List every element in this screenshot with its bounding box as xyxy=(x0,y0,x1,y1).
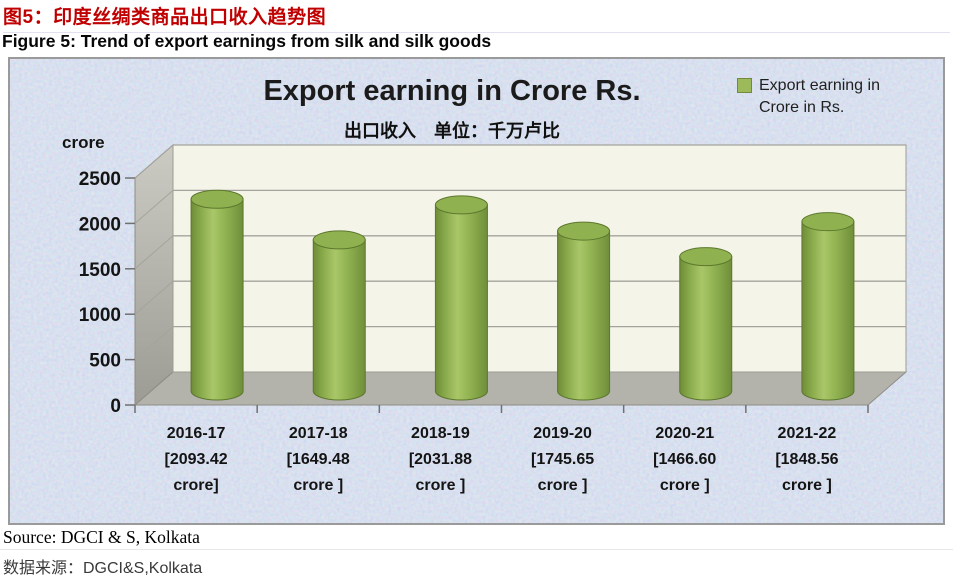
x-tick-label: [1649.48 xyxy=(287,451,350,468)
chart-title: Export earning in Crore Rs. xyxy=(263,75,641,107)
chart-area: 0 500 1000 1500 2000 2500 2016-17 [2093.42 crore… xyxy=(8,57,945,525)
bar-cylinder-top-2016-17 xyxy=(190,189,244,209)
gridline-wall xyxy=(134,235,174,270)
bar-cylinder-2018-19 xyxy=(434,204,488,401)
x-tick-label: crore ] xyxy=(293,477,343,494)
left-wall xyxy=(134,143,174,407)
figure-heading-zh: 图5：印度丝绸类商品出口收入趋势图 xyxy=(3,2,950,33)
x-tick-label: [1466.60 xyxy=(653,451,716,468)
chart-subtitle: 出口收入 单位：千万卢比 xyxy=(344,121,560,141)
y-tick-label: 2000 xyxy=(79,214,121,235)
bar-cylinder-2020-21 xyxy=(679,256,733,401)
legend: Export earning in Crore in Rs. xyxy=(737,75,902,120)
x-tick-label: 2018-19 xyxy=(411,425,470,442)
bar-cylinder-top-2017-18 xyxy=(312,230,366,250)
source-line-zh: 数据来源：DGCI&S,Kolkata xyxy=(0,549,953,578)
x-tick-label: [1745.65 xyxy=(531,451,594,468)
bar-cylinder-top-2018-19 xyxy=(434,195,488,215)
x-tick-label: crore ] xyxy=(538,477,588,494)
y-tick-label: 1000 xyxy=(79,305,121,326)
y-tick-label: 2500 xyxy=(79,169,121,190)
back-wall xyxy=(172,144,907,373)
bar-cylinder-top-2021-22 xyxy=(801,212,855,232)
y-tick-label: 500 xyxy=(89,351,121,372)
bar-cylinder-2017-18 xyxy=(312,239,366,401)
plot-3d: 0 500 1000 1500 2000 2500 2016-17 [2093.42 crore… xyxy=(79,143,908,494)
x-tick-label: [1848.56 xyxy=(775,451,838,468)
gridline-wall xyxy=(134,190,174,224)
y-tick-label: 0 xyxy=(110,396,121,417)
x-tick-label: [2031.88 xyxy=(409,451,472,468)
legend-label: Export earning in Crore in Rs. xyxy=(759,77,880,117)
gridline-wall xyxy=(134,326,174,360)
x-tick-label: [2093.42 xyxy=(164,451,227,468)
gridline-wall xyxy=(134,144,174,179)
x-tick-label: crore ] xyxy=(660,477,710,494)
x-tick-label: crore] xyxy=(173,477,218,494)
figure-heading-en: Figure 5: Trend of export earnings from … xyxy=(2,31,492,51)
y-axis-title: crore xyxy=(62,133,105,152)
x-tick-label: 2016-17 xyxy=(167,425,226,442)
legend-swatch-icon xyxy=(737,78,752,93)
x-tick-label: 2020-21 xyxy=(655,425,714,442)
source-line-en: Source: DGCI & S, Kolkata xyxy=(3,527,200,547)
x-tick-label: 2019-20 xyxy=(533,425,592,442)
bar-cylinder-top-2020-21 xyxy=(679,247,733,267)
floor xyxy=(133,371,908,406)
y-tick-label: 1500 xyxy=(79,260,121,281)
x-tick-label: crore ] xyxy=(416,477,466,494)
bar-cylinder-top-2019-20 xyxy=(557,221,611,241)
bar-cylinder-2019-20 xyxy=(557,230,611,401)
x-tick-label: 2021-22 xyxy=(778,425,837,442)
bar-cylinder-2021-22 xyxy=(801,221,855,401)
x-tick-label: 2017-18 xyxy=(289,425,348,442)
gridline-wall xyxy=(134,280,174,315)
x-tick-label: crore ] xyxy=(782,477,832,494)
bar-cylinder-2016-17 xyxy=(190,198,244,401)
